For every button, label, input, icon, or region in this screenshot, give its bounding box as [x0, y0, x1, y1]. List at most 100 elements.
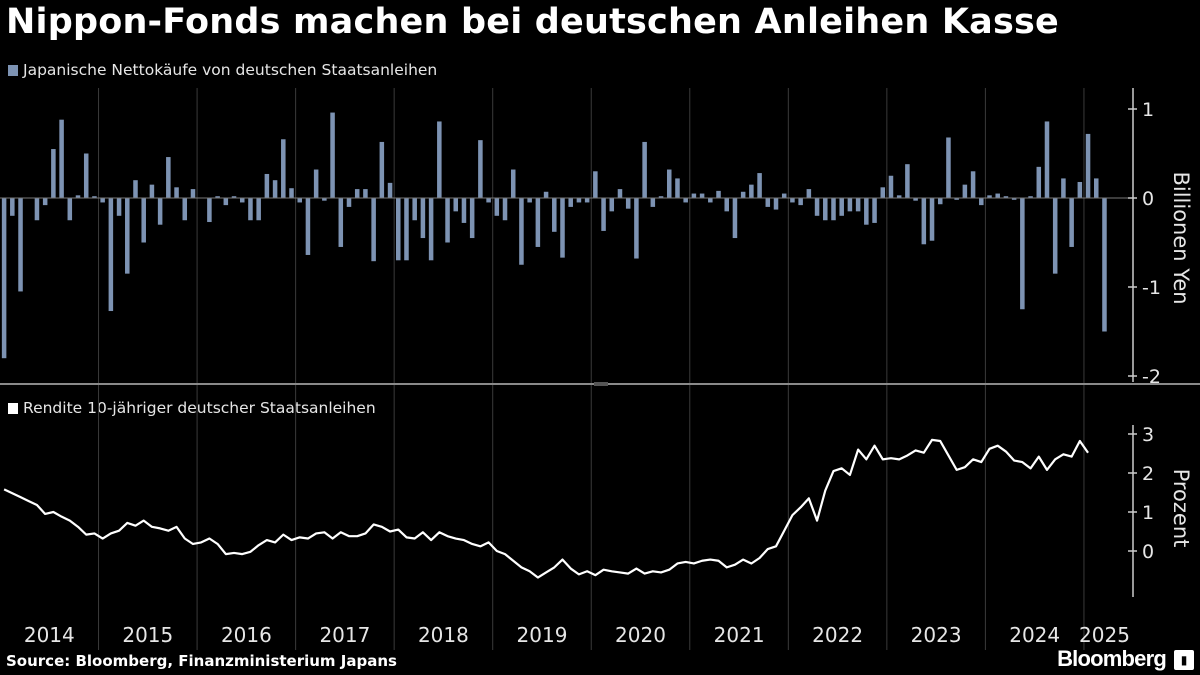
bar [182, 198, 188, 221]
bar-y-axis-title: Billionen Yen [1169, 171, 1193, 304]
bar [634, 198, 639, 259]
bar [354, 189, 360, 198]
bar [806, 189, 812, 198]
bar [297, 198, 302, 203]
bar-y-tick-label: 1 [1142, 99, 1154, 121]
bar [469, 198, 475, 239]
bar [1028, 196, 1033, 198]
bar [371, 198, 376, 262]
bar [248, 198, 253, 221]
bar [593, 171, 598, 198]
bar [264, 173, 270, 198]
x-tick-label: 2025 [1079, 623, 1130, 647]
bar [823, 198, 828, 221]
bar [346, 198, 352, 207]
bar [42, 198, 48, 206]
bar [133, 180, 138, 198]
bar [946, 137, 951, 198]
bar [404, 198, 409, 261]
bar [108, 198, 114, 312]
bar [18, 198, 23, 292]
bar [1003, 196, 1009, 198]
bar [724, 198, 729, 212]
bar [699, 193, 705, 198]
bar [749, 184, 754, 198]
bar [666, 169, 672, 198]
bar-y-tick-label: -2 [1142, 366, 1161, 388]
legend-bars-swatch [8, 64, 18, 76]
bar [494, 198, 500, 216]
bar [740, 191, 746, 198]
bar [223, 198, 229, 206]
bar [708, 198, 713, 203]
bar [166, 157, 171, 198]
bar [732, 198, 738, 239]
bar [995, 193, 1000, 198]
bar [272, 180, 278, 198]
panel-separator-handle [594, 382, 608, 386]
x-tick-label: 2020 [615, 623, 666, 647]
yield-line [3, 438, 1089, 579]
bar [691, 193, 697, 198]
bar [363, 189, 368, 198]
bar [190, 189, 196, 198]
bar [1036, 166, 1042, 198]
bar [1069, 198, 1074, 247]
bar [584, 198, 590, 203]
bar [543, 191, 549, 198]
bar [625, 198, 631, 209]
bar [839, 198, 844, 216]
bar [215, 196, 220, 198]
bar [445, 198, 450, 243]
line-y-tick-label: 3 [1142, 424, 1154, 446]
bar-y-tick-label: -1 [1142, 277, 1161, 299]
bloomberg-logo: Bloomberg [1057, 646, 1167, 671]
bar [855, 198, 861, 212]
bar [937, 198, 943, 205]
chart-title: Nippon-Fonds machen bei deutschen Anleih… [6, 2, 1059, 42]
bar [1020, 198, 1025, 310]
x-tick-label: 2014 [24, 623, 75, 647]
bar [609, 198, 615, 212]
bar [1044, 121, 1050, 198]
bar [962, 184, 968, 198]
axes: 1 0 -1 -2 Billionen Yen 3 2 1 0 Prozent [0, 88, 1200, 597]
bar [929, 198, 935, 241]
bloomberg-icon: ▮ [1174, 650, 1194, 670]
bar [428, 198, 434, 261]
bar [116, 198, 122, 216]
vertical-grid [98, 88, 1085, 650]
x-tick-label: 2017 [319, 623, 370, 647]
bar [987, 195, 992, 198]
bar [568, 198, 573, 207]
bar [552, 198, 557, 232]
legend-line-swatch [8, 402, 18, 414]
line-y-tick-label: 1 [1142, 502, 1154, 524]
bar [913, 198, 918, 201]
bar [658, 196, 664, 198]
bar [617, 189, 623, 198]
bar [814, 198, 820, 216]
bar [1102, 198, 1107, 332]
x-tick-label: 2021 [714, 623, 765, 647]
x-axis-labels: 2014 2015 2016 2017 2018 2019 2020 2021 2022 2023… [24, 623, 1130, 647]
bar [174, 187, 179, 198]
bar [478, 140, 483, 198]
x-tick-label: 2018 [418, 623, 469, 647]
bar [798, 198, 803, 206]
bar [125, 198, 130, 274]
bar [527, 198, 532, 203]
bar [231, 196, 237, 198]
x-tick-label: 2023 [911, 623, 962, 647]
line-y-axis-title: Prozent [1169, 469, 1193, 548]
bar [535, 198, 541, 247]
bar [880, 187, 886, 198]
bar [83, 153, 89, 198]
bar [1052, 198, 1058, 274]
bar [59, 119, 64, 198]
legend-line: Rendite 10-jähriger deutscher Staatsanle… [8, 399, 376, 417]
x-tick-label: 2015 [122, 623, 173, 647]
bar-series [1, 112, 1107, 359]
bar [387, 182, 393, 198]
